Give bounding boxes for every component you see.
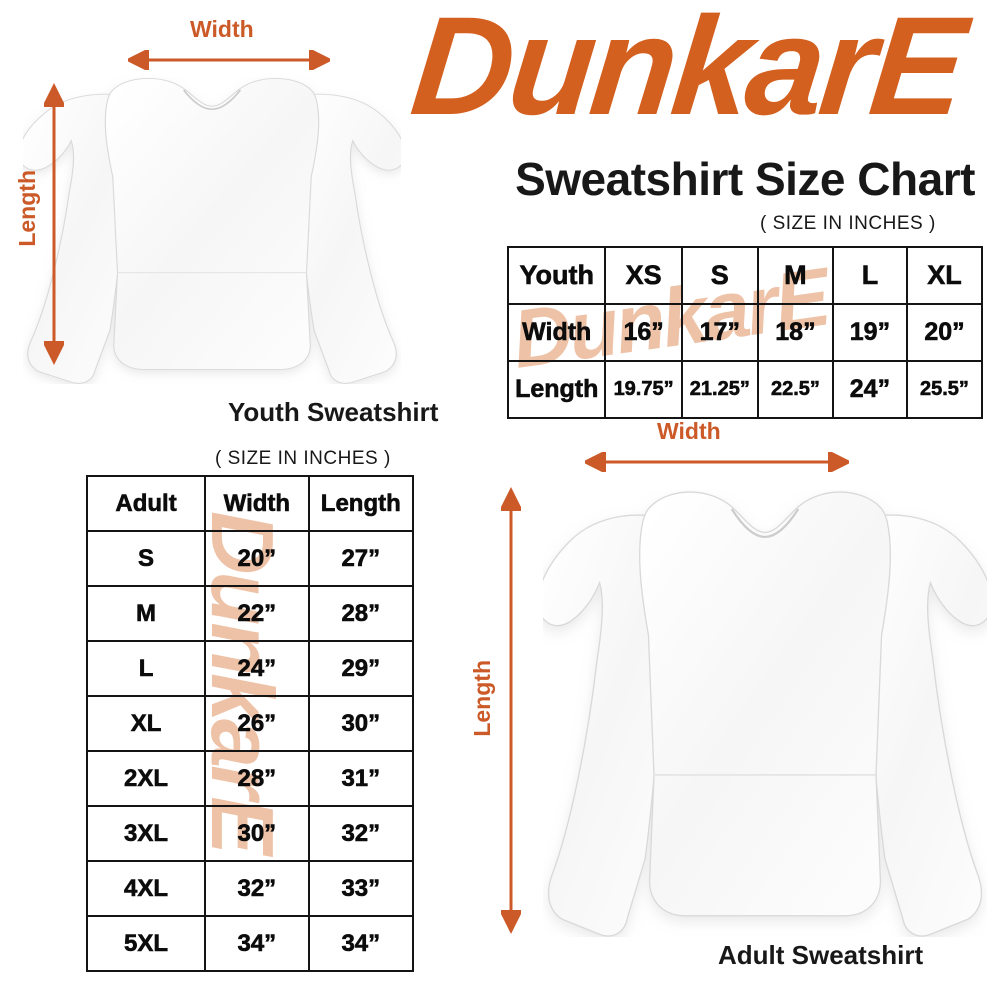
svg-text:DunkarE: DunkarE — [405, 0, 977, 144]
